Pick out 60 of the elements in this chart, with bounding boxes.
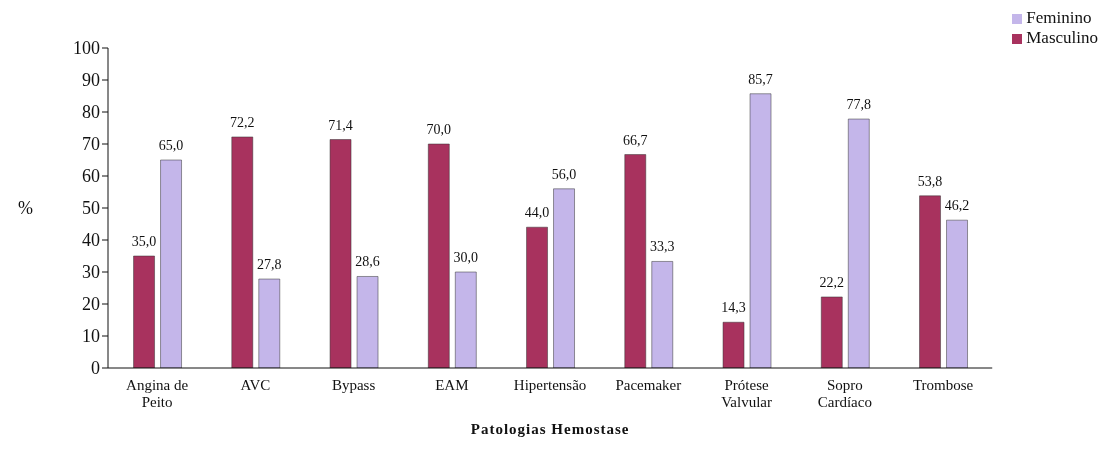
y-tick-label: 60	[82, 166, 100, 187]
bar	[428, 143, 450, 368]
y-tick-label: 90	[82, 70, 100, 91]
data-label: 27,8	[257, 257, 282, 273]
bar	[526, 226, 548, 368]
data-label: 71,4	[328, 117, 353, 133]
y-tick-label: 20	[82, 294, 100, 315]
data-label: 66,7	[623, 132, 648, 148]
x-tick-label: AVC	[240, 377, 271, 393]
bar	[722, 321, 745, 368]
x-tick-label: Pacemaker	[615, 377, 682, 393]
bar	[848, 118, 870, 368]
data-label: 53,8	[917, 173, 943, 189]
y-tick-label: 70	[82, 134, 100, 155]
data-label: 22,2	[819, 274, 845, 290]
bar	[329, 139, 352, 368]
bar	[231, 136, 254, 368]
y-tick-label: 40	[82, 230, 100, 251]
bar	[356, 276, 379, 368]
y-tick-label: 0	[91, 358, 100, 379]
bar	[133, 255, 155, 368]
bar	[455, 271, 477, 368]
y-tick-label: 50	[82, 198, 100, 219]
bar	[651, 261, 674, 368]
data-label: 14,3	[721, 300, 746, 316]
bar	[160, 159, 182, 368]
data-label: 56,0	[551, 166, 577, 182]
y-tick-label: 30	[82, 262, 100, 283]
bar	[624, 154, 647, 368]
x-tick-label: EAM	[435, 377, 469, 393]
data-label: 77,8	[846, 97, 872, 113]
x-tick-label: Bypass	[331, 377, 376, 393]
data-label: 33,3	[650, 239, 675, 255]
data-label: 70,0	[426, 122, 452, 137]
y-axis-title: %	[18, 198, 33, 219]
bar	[919, 195, 941, 368]
y-tick-label: 100	[73, 38, 100, 59]
y-tick-label: 10	[82, 326, 100, 347]
y-tick-label: 80	[82, 102, 100, 123]
data-label: 44,0	[524, 205, 550, 221]
bar	[553, 188, 575, 368]
legend-label: Feminino	[1026, 8, 1092, 27]
data-label: 30,0	[453, 250, 479, 265]
bar	[821, 296, 843, 368]
bar	[258, 278, 281, 368]
data-label: 72,2	[230, 114, 255, 130]
x-tick-label: Trombose	[912, 377, 974, 393]
data-label: 46,2	[944, 198, 970, 214]
x-axis-title: Patologias Hemostase	[470, 421, 630, 437]
data-label: 65,0	[158, 138, 184, 153]
data-label: 85,7	[748, 71, 773, 87]
x-tick-label: Sopro Cardíaco	[817, 377, 872, 410]
bar	[749, 93, 772, 368]
bar	[946, 219, 968, 368]
legend-label: Masculino	[1026, 28, 1098, 47]
x-tick-label: Prótese Valvular	[721, 377, 773, 410]
data-label: 28,6	[355, 254, 380, 270]
x-tick-label: Angina de Peito	[126, 377, 189, 410]
data-label: 35,0	[131, 234, 157, 249]
x-tick-label: Hipertensão	[513, 377, 587, 393]
